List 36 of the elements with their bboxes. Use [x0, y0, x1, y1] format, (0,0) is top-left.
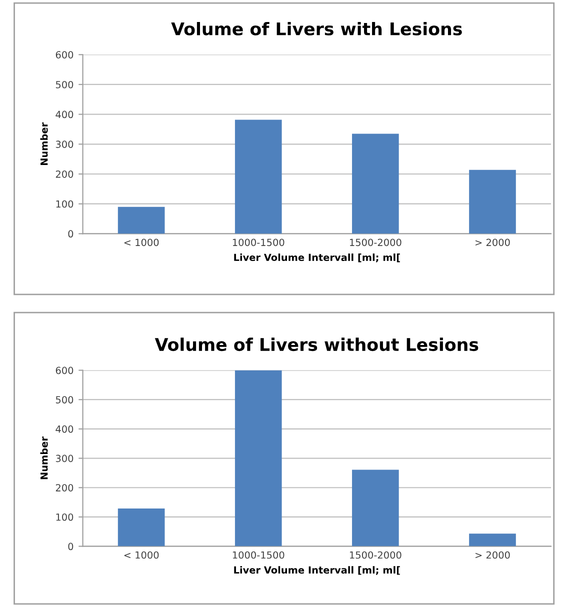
y-tick-label: 300: [56, 140, 74, 148]
y-tick-label: 200: [56, 170, 74, 178]
x-tick-label: > 2000: [476, 238, 510, 246]
x-tick-label: > 2000: [476, 551, 510, 559]
bar: [352, 470, 399, 546]
y-axis-title: Number: [40, 436, 48, 480]
chart-title: Volume of Livers with Lesions: [171, 22, 462, 36]
y-tick-label: 400: [56, 110, 74, 118]
x-tick-label: 1000-1500: [232, 551, 284, 559]
bar: [118, 206, 165, 234]
y-tick-label: 300: [56, 454, 74, 462]
y-tick-label: 100: [56, 513, 74, 521]
y-tick-label: 0: [68, 542, 74, 550]
bar: [234, 370, 282, 546]
y-axis-title: Number: [40, 122, 48, 166]
y-tick-label: 0: [68, 230, 74, 238]
y-tick-label: 600: [56, 51, 74, 58]
y-tick-label: 200: [56, 484, 74, 492]
y-tick-label: 400: [56, 425, 74, 433]
x-axis-title: Liver Volume Intervall [ml; ml[: [234, 566, 400, 575]
chart-title: Volume of Livers without Lesions: [154, 338, 478, 352]
y-tick-label: 500: [56, 80, 74, 88]
x-tick-label: 1500-2000: [350, 551, 402, 559]
x-tick-label: 1000-1500: [232, 238, 284, 246]
x-tick-label: < 1000: [124, 238, 159, 246]
bar: [469, 170, 516, 234]
y-tick-label: 100: [56, 200, 74, 208]
y-tick-label: 600: [56, 366, 74, 374]
bar: [352, 134, 399, 234]
x-tick-label: < 1000: [124, 551, 159, 559]
bar: [118, 508, 165, 546]
bar: [469, 534, 516, 546]
x-tick-label: 1500-2000: [350, 238, 402, 246]
y-tick-label: 500: [56, 396, 74, 404]
bar: [234, 120, 282, 234]
x-axis-title: Liver Volume Intervall [ml; ml[: [234, 254, 400, 262]
